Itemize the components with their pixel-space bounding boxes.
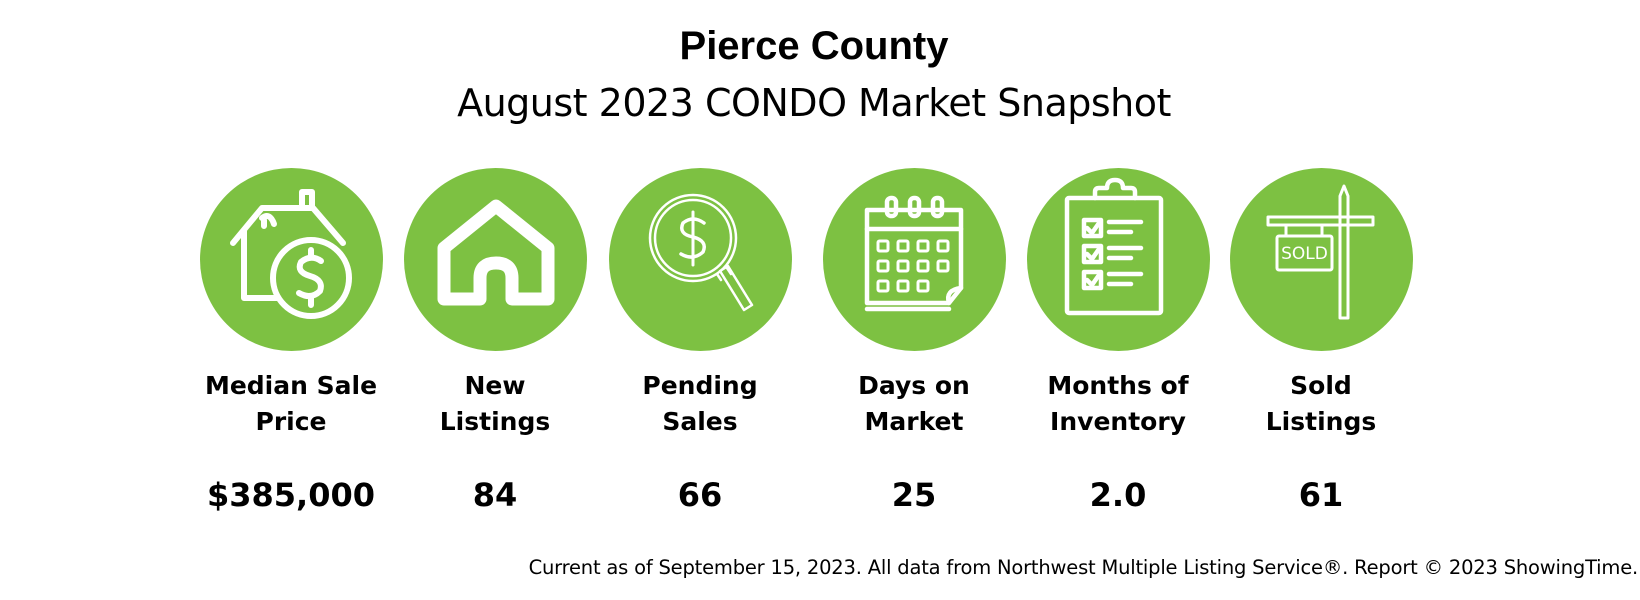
metric-label-line1: Median Sale [204,371,378,400]
metric-label-line1: Pending [642,371,758,400]
metric-label-line2: Inventory [1050,407,1186,436]
metric-label-line2: Sales [662,407,738,436]
clipboard-checklist-icon [1027,168,1210,351]
magnifier-dollar-icon [609,168,792,351]
metric-label-line2: Listings [1265,407,1377,436]
metric-label-line2: Price [255,407,327,436]
metric-label-line1: Days on [858,371,970,400]
metric-value: 66 [677,476,723,514]
page-subtitle: August 2023 CONDO Market Snapshot [457,81,1171,125]
metric-label-line2: Listings [439,407,551,436]
sold-sign-text: SOLD [1281,244,1328,264]
metric-value: $385,000 [206,476,375,514]
metric-value: 61 [1298,476,1344,514]
metric-value: 84 [472,476,518,514]
calendar-icon [823,168,1006,351]
page-title: Pierce County [679,24,949,68]
house-dollar-icon [200,168,383,351]
metric-label-line1: New [464,371,526,400]
metric-label-line2: Market [864,407,964,436]
house-icon [404,168,587,351]
metric-value: 2.0 [1089,476,1147,514]
sold-sign-icon: SOLD [1230,168,1413,351]
metric-label-line1: Sold [1290,371,1352,400]
metric-label-line1: Months of [1047,371,1189,400]
footer-note: Current as of September 15, 2023. All da… [528,556,1639,579]
metric-value: 25 [891,476,937,514]
